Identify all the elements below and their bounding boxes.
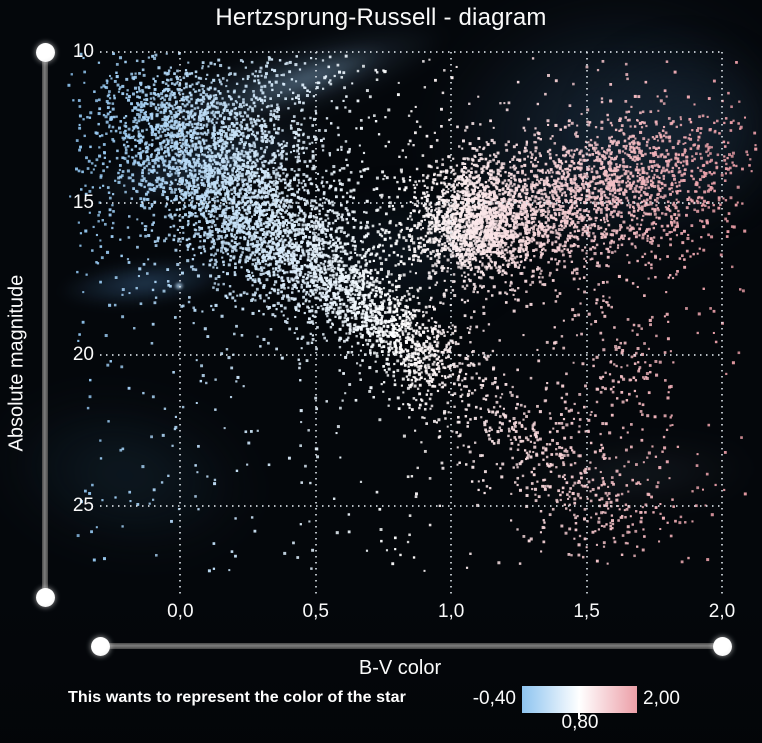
gridline-y-20 [100,353,724,356]
y-tick-label: 15 [72,192,94,214]
y-tick-label: 20 [72,343,94,365]
legend-mid-label: 0,80 [561,712,599,733]
y-axis-slider-handle-bottom[interactable] [35,587,55,607]
chart-title: Hertzsprung-Russell - diagram [215,4,547,31]
gridline-y-10 [100,51,724,53]
x-tick-label: 1,5 [573,601,600,622]
y-tick-label: 10 [72,41,94,62]
x-axis-range-slider-track[interactable] [100,643,722,649]
legend-max-label: 2,00 [643,688,680,709]
x-axis-label: B-V color [358,657,442,679]
y-axis-slider-handle-top[interactable] [35,42,55,62]
y-axis-range-slider-track[interactable] [42,52,48,597]
gridline-x-1,5 [585,52,588,598]
y-axis-label: Absolute magnitude [6,275,29,452]
x-tick-label: 0,0 [167,601,194,622]
x-tick-label: 0,5 [302,601,329,622]
gridline-x-0,5 [314,52,317,598]
x-tick-label: 2,0 [708,601,736,622]
y-tick-label: 25 [72,495,94,517]
gridline-x-0,0 [179,52,182,598]
legend-min-label: -0,40 [472,688,516,709]
x-axis-slider-handle-left[interactable] [90,636,110,656]
gridline-y-15 [100,202,724,205]
legend-caption: This wants to represent the color of the… [68,689,406,706]
x-axis-slider-handle-right[interactable] [712,636,732,656]
gridline-x-2,0 [721,52,723,598]
colorbar-mid-tick [578,699,580,719]
x-tick-label: 1,0 [437,601,465,622]
gridline-y-25 [100,505,724,508]
gridline-x-1,0 [450,52,453,598]
